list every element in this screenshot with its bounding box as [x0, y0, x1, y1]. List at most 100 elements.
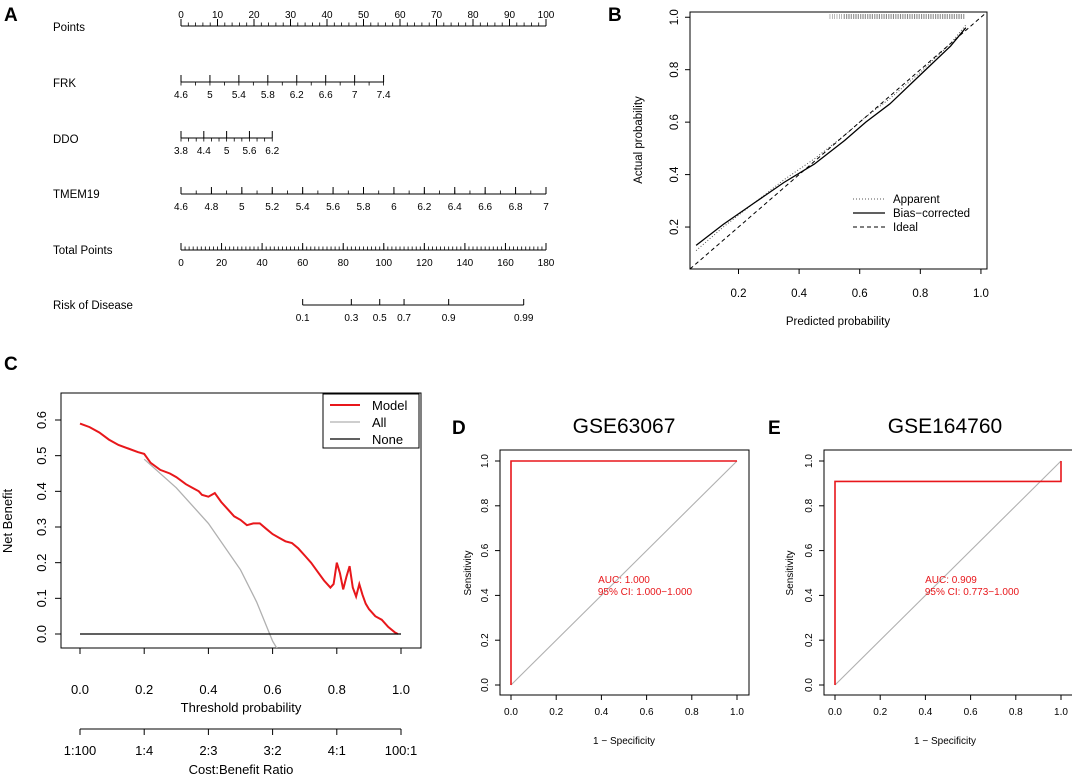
nomo-tick-label: 5	[224, 146, 230, 157]
nomo-tick-label: 10	[212, 10, 224, 21]
dca-x-tick-label: 0.4	[199, 682, 217, 697]
nomo-risk-tick-label: 0.99	[514, 313, 534, 324]
nomo-tick-label: 40	[257, 258, 269, 269]
roc-e-auc-text: AUC: 0.909	[925, 575, 977, 586]
calibration-legend-apparent: Apparent	[893, 194, 940, 206]
nomo-tick-label: 6.2	[290, 90, 304, 101]
nomo-tick-label: 7	[543, 202, 549, 213]
decision-curve-panel: 0.0 0.2 0.4 0.6 0.8 1.0 0.0 0.1 0.2 0.3 0.4 0.5 0.6 1…	[0, 392, 422, 777]
nomo-tick-label: 7.4	[377, 90, 391, 101]
nomo-row-label-risk: Risk of Disease	[53, 300, 133, 312]
dca-y-tick-label: 0.0	[34, 625, 49, 643]
roc-d-auc-text: AUC: 1.000	[598, 575, 650, 586]
dca-x-tick-label: 1.0	[392, 682, 410, 697]
nomo-risk-tick-label: 0.9	[442, 313, 456, 324]
roc-d-ci-text: 95% CI: 1.000−1.000	[598, 587, 693, 598]
calibration-x-tick-label: 0.8	[912, 288, 928, 300]
nomo-risk-tick-label: 0.5	[373, 313, 387, 324]
panel-label-c: C	[4, 354, 18, 375]
nomo-tick-label: 40	[321, 10, 333, 21]
dca-y-tick-label: 0.5	[34, 447, 49, 465]
nomo-tick-label: 5.8	[261, 90, 275, 101]
nomo-tick-label: 60	[297, 258, 309, 269]
nomo-tick-label: 6.8	[509, 202, 523, 213]
dca-x-tick-label: 0.0	[71, 682, 89, 697]
calibration-panel: 0.2 0.4 0.6 0.8 1.0 0.2 0.4 0.6 0.8 1.0 Predicted…	[633, 9, 989, 328]
roc-e-title: GSE164760	[888, 415, 1002, 438]
dca-legend-none: None	[372, 432, 403, 447]
calibration-legend-ideal: Ideal	[893, 222, 918, 234]
nomo-tick-label: 5.8	[357, 202, 371, 213]
roc-d-y-tick-label: 0.6	[480, 543, 491, 557]
nomo-tick-label: 50	[358, 10, 370, 21]
nomo-tick-label: 5	[239, 202, 245, 213]
dca-series-model	[79, 422, 399, 635]
nomo-tick-label: 4.6	[174, 90, 188, 101]
roc-d-title: GSE63067	[573, 415, 676, 438]
calibration-x-tick-label: 0.4	[791, 288, 808, 300]
calibration-y-tick-label: 0.6	[669, 114, 681, 130]
nomo-tick-label: 5.6	[326, 202, 340, 213]
nomo-tick-label: 5	[207, 90, 213, 101]
roc-gse164760-panel: GSE164760 0.0 0.2 0.4 0.6 0.8 1.0 0.0 0.2 0.4 0.6…	[785, 415, 1072, 747]
dca-legend-model: Model	[372, 398, 408, 413]
roc-e-x-tick-label: 0.2	[873, 707, 887, 718]
panel-label-a: A	[4, 5, 18, 26]
dca-y-tick-label: 0.2	[34, 554, 49, 572]
nomogram-panel: Points FRK DDO TMEM19 Total Points Risk …	[53, 10, 555, 324]
nomo-tick-label: 120	[416, 258, 433, 269]
nomo-tick-label: 5.2	[265, 202, 279, 213]
dca-plot-frame	[60, 392, 422, 649]
dca-x-tick-label: 0.2	[135, 682, 153, 697]
nomo-tick-label: 6.6	[478, 202, 492, 213]
roc-e-x-tick-label: 0.8	[1009, 707, 1023, 718]
roc-e-y-tick-label: 0.6	[804, 543, 815, 557]
roc-e-x-label: 1 − Specificity	[914, 736, 976, 747]
roc-d-plot-frame	[499, 449, 750, 696]
nomo-row-label-frk: FRK	[53, 78, 76, 90]
roc-e-series-reference	[834, 460, 1062, 686]
dca-cost-benefit-tick-label: 1:100	[64, 743, 97, 758]
nomo-tick-label: 100	[538, 10, 555, 21]
dca-x-label: Threshold probability	[181, 700, 302, 715]
nomo-risk-tick-label: 0.7	[397, 313, 411, 324]
nomo-tick-label: 5.4	[232, 90, 246, 101]
dca-cost-benefit-tick-label: 2:3	[199, 743, 217, 758]
nomo-tick-label: 6.2	[417, 202, 431, 213]
roc-e-plot-frame	[823, 449, 1072, 696]
nomo-tick-label: 6.6	[319, 90, 333, 101]
roc-e-y-tick-label: 0.8	[804, 498, 815, 512]
nomo-tick-label: 4.8	[204, 202, 218, 213]
roc-e-y-label: Sensitivity	[785, 550, 796, 595]
nomo-risk-tick-label: 0.1	[296, 313, 310, 324]
dca-cost-benefit-label: Cost:Benefit Ratio	[189, 762, 294, 777]
panel-label-d: D	[452, 418, 466, 439]
dca-y-tick-label: 0.3	[34, 518, 49, 536]
nomo-tick-label: 30	[285, 10, 297, 21]
roc-d-x-tick-label: 1.0	[730, 707, 744, 718]
roc-d-y-label: Sensitivity	[463, 550, 474, 595]
roc-d-y-tick-label: 0.0	[480, 678, 491, 692]
calibration-x-tick-label: 0.2	[730, 288, 746, 300]
nomo-row-label-ddo: DDO	[53, 134, 79, 146]
nomo-tick-label: 6.4	[448, 202, 462, 213]
calibration-x-label: Predicted probability	[786, 316, 890, 328]
panel-label-b: B	[608, 5, 622, 26]
panel-label-e: E	[768, 418, 781, 439]
nomo-row-label-tmem19: TMEM19	[53, 189, 100, 201]
nomo-tick-label: 20	[248, 10, 260, 21]
dca-cost-benefit-tick-label: 3:2	[264, 743, 282, 758]
roc-d-series-roc	[510, 460, 737, 685]
nomo-tick-label: 60	[394, 10, 406, 21]
dca-y-tick-label: 0.1	[34, 589, 49, 607]
nomo-tick-label: 0	[178, 10, 184, 21]
roc-e-x-tick-label: 0.4	[918, 707, 932, 718]
nomo-risk-tick-label: 0.3	[344, 313, 358, 324]
nomo-tick-label: 0	[178, 258, 184, 269]
roc-e-x-tick-label: 0.6	[964, 707, 978, 718]
nomo-tick-label: 3.8	[174, 146, 188, 157]
nomo-tick-label: 7	[352, 90, 358, 101]
nomo-tick-label: 180	[538, 258, 555, 269]
roc-d-x-tick-label: 0.6	[640, 707, 654, 718]
